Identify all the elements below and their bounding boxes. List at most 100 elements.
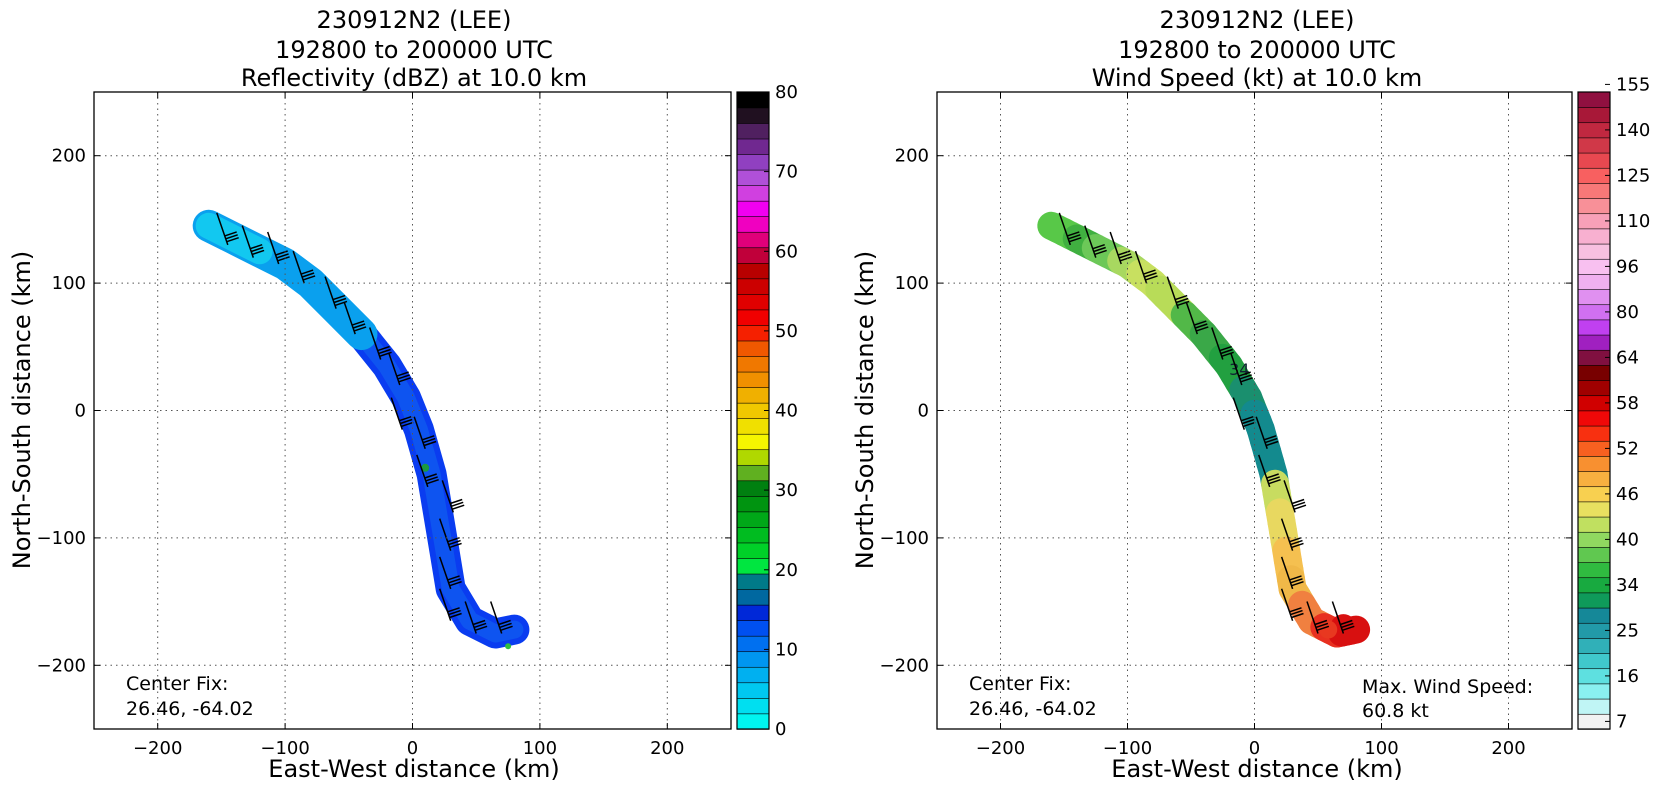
reflectivity-wind-barb-staff — [489, 601, 503, 634]
reflectivity-wind-barb-feather — [472, 619, 486, 626]
wind-colorbar-bin — [1577, 152, 1611, 169]
reflectivity-wind-barb-feather — [448, 539, 461, 546]
wind-colorbar-bin — [1577, 273, 1611, 290]
wind-wind-barb — [1255, 416, 1279, 449]
wind-wind-barb-feather — [1266, 473, 1279, 479]
wind-speed-panel: 230912N2 (LEE) 192800 to 200000 UTC Wind… — [851, 6, 1650, 783]
wind-colorbar-bin — [1577, 137, 1611, 154]
wind-max-core — [1319, 620, 1338, 639]
wind-wind-barb — [1280, 588, 1304, 621]
wind-wind-barb — [1211, 327, 1234, 360]
reflectivity-colorbar-bin — [736, 215, 770, 233]
reflectivity-colorbar-bin — [736, 449, 770, 466]
reflectivity-wind-barb — [368, 327, 392, 360]
wind-wind-barb-feather — [1291, 612, 1304, 619]
wind-wind-barb — [1166, 276, 1190, 309]
wind-wind-barb-feather — [1293, 504, 1307, 510]
reflectivity-colorbar-bin — [736, 247, 770, 264]
reflectivity-swath-base — [193, 210, 530, 649]
wind-wind-barb-staff — [1185, 301, 1199, 335]
wind-wind-barb-feather — [1196, 326, 1209, 332]
reflectivity-wind-barb-feather — [276, 253, 289, 259]
wind-wind-barb — [1232, 397, 1256, 430]
wind-max-speed-value: 60.8 kt — [1362, 700, 1429, 722]
reflectivity-wind-barb-feather — [352, 323, 366, 329]
wind-wind-barb-feather — [1175, 297, 1189, 304]
wind-colorbar-tick-label: 52 — [1616, 438, 1639, 459]
wind-colorbar-tick-label: 16 — [1616, 666, 1639, 687]
reflectivity-wind-barb — [413, 416, 437, 449]
wind-wind-barb-feather — [1342, 625, 1355, 632]
reflectivity-colorbar-bin — [736, 231, 770, 249]
reflectivity-title-line-3: Reflectivity (dBZ) at 10.0 km — [241, 64, 587, 92]
wind-wind-barb-feather — [1290, 578, 1303, 584]
reflectivity-wind-barb — [441, 480, 465, 513]
reflectivity-wind-barb-feather — [424, 473, 437, 479]
wind-wind-barb-staff — [1331, 601, 1345, 634]
reflectivity-colorbar-bin — [736, 386, 770, 404]
wind-wind-barb-staff — [1306, 601, 1319, 634]
reflectivity-wind-barb — [438, 556, 462, 590]
reflectivity-wind-barb-feather — [397, 374, 410, 380]
reflectivity-title-line-2: 192800 to 200000 UTC — [275, 36, 553, 64]
wind-colorbar-tick-label: 96 — [1616, 256, 1639, 277]
wind-colorbar-tick-label: 80 — [1616, 302, 1639, 323]
reflectivity-colorbar-bin — [736, 184, 770, 202]
wind-wind-barb — [1283, 480, 1307, 513]
reflectivity-colorbar-bin — [736, 604, 770, 621]
reflectivity-colorbar-bin — [736, 557, 770, 575]
reflectivity-wind-barb — [464, 601, 488, 634]
wind-colorbar-bin — [1577, 455, 1611, 472]
wind-xtick-label: 0 — [1249, 738, 1260, 759]
wind-colorbar-bin — [1577, 470, 1611, 488]
wind-wind-barb-staff — [1109, 231, 1122, 265]
reflectivity-colorbar-bin — [736, 355, 770, 373]
wind-xtick-label: 100 — [1364, 738, 1398, 759]
reflectivity-xtick-label: −200 — [133, 738, 182, 759]
wind-wind-barb-staff — [1084, 225, 1097, 258]
wind-max-speed-label: Max. Wind Speed: — [1362, 676, 1533, 698]
reflectivity-wind-barb-feather — [400, 421, 414, 428]
wind-wind-barb-feather — [1068, 234, 1081, 240]
wind-wind-barb-staff — [1230, 352, 1243, 386]
wind-wind-barb-feather — [1263, 435, 1277, 441]
reflectivity-wind-barb-feather — [421, 435, 435, 441]
reflectivity-wind-barb-feather — [449, 542, 462, 549]
wind-colorbar-bin — [1577, 698, 1611, 715]
reflectivity-wind-barb-staff — [464, 601, 477, 634]
reflectivity-colorbar-bin — [736, 262, 770, 280]
reflectivity-wind-barb-feather — [225, 234, 238, 240]
reflectivity-wind-barb-feather — [425, 476, 438, 482]
wind-colorbar-bin — [1577, 106, 1611, 124]
reflectivity-wind-barb — [489, 601, 513, 634]
wind-ytick-label: 100 — [895, 273, 929, 294]
reflectivity-wind-barb — [216, 212, 239, 246]
wind-wind-barb-feather — [1289, 536, 1302, 543]
reflectivity-xtick-label: 200 — [650, 738, 684, 759]
reflectivity-wind-barb-feather — [449, 498, 463, 505]
reflectivity-colorbar-bin — [736, 666, 770, 684]
reflectivity-wind-barb-staff — [216, 212, 229, 246]
reflectivity-wind-barb-feather — [224, 231, 237, 237]
reflectivity-wind-barb-feather — [351, 320, 365, 326]
reflectivity-ytick-label: −200 — [37, 655, 86, 676]
reflectivity-colorbar-bin — [736, 433, 770, 451]
reflectivity-colorbar-tick-label: 20 — [775, 560, 798, 581]
reflectivity-xtick-label: 0 — [407, 738, 418, 759]
wind-wind-barb — [1331, 601, 1355, 634]
wind-wind-barb-feather — [1119, 256, 1133, 262]
reflectivity-xtick-label: 100 — [523, 738, 557, 759]
wind-wind-barb-feather — [1291, 580, 1304, 587]
reflectivity-colorbar-bin — [736, 713, 770, 730]
wind-colorbar-tick-label: 155 — [1616, 74, 1650, 95]
reflectivity-wind-barb-feather — [422, 437, 436, 444]
wind-colorbar-tick-label: 40 — [1616, 529, 1639, 550]
reflectivity-wind-barb-staff — [241, 225, 255, 258]
reflectivity-wind-barb-feather — [451, 504, 465, 510]
reflectivity-colorbar-bin — [736, 511, 770, 528]
wind-wind-barb — [1257, 454, 1281, 488]
reflectivity-wind-barb-staff — [343, 301, 356, 335]
wind-wind-barb-feather — [1314, 619, 1328, 626]
wind-wind-barb-staff — [1257, 454, 1271, 488]
